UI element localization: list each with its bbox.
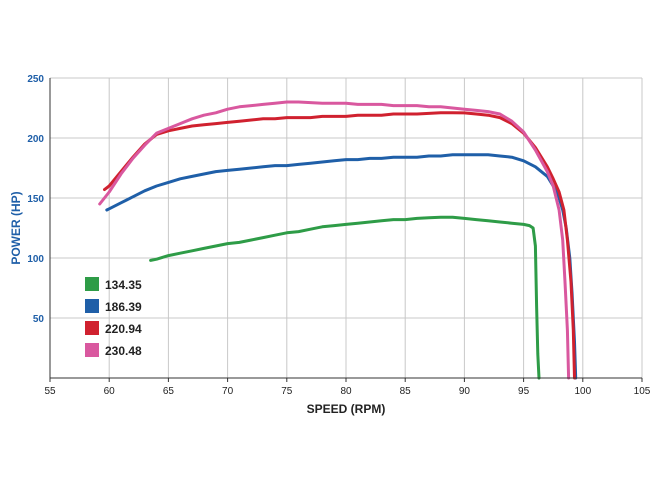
legend-swatch (85, 343, 99, 357)
y-tick-label: 150 (27, 194, 44, 205)
x-tick-label: 85 (400, 386, 412, 397)
x-tick-label: 80 (340, 386, 352, 397)
x-tick-labels: 55 60 65 70 75 80 85 90 95 100 105 (44, 378, 651, 397)
x-tick-label: 105 (634, 386, 651, 397)
series-lines (98, 100, 578, 380)
x-tick-label: 90 (459, 386, 471, 397)
x-tick-label: 100 (574, 386, 591, 397)
x-tick-label: 75 (281, 386, 293, 397)
legend-label: 220.94 (105, 322, 142, 336)
x-tick-label: 55 (44, 386, 56, 397)
y-tick-labels: 50 100 150 200 250 (27, 74, 44, 325)
x-tick-label: 60 (104, 386, 116, 397)
series-line-134-35 (149, 215, 541, 380)
y-axis-label: POWER (HP) (9, 191, 23, 264)
x-tick-label: 70 (222, 386, 234, 397)
y-tick-label: 50 (33, 314, 45, 325)
y-tick-label: 200 (27, 134, 44, 145)
legend-label: 134.35 (105, 278, 142, 292)
series-line-220-94 (103, 111, 576, 380)
x-tick-label: 65 (163, 386, 175, 397)
series-line-230-48 (98, 100, 571, 380)
x-tick-label: 95 (518, 386, 530, 397)
legend-label: 186.39 (105, 300, 142, 314)
legend-label: 230.48 (105, 344, 142, 358)
legend-swatch (85, 321, 99, 335)
x-axis-label: SPEED (RPM) (307, 402, 386, 416)
legend-swatch (85, 277, 99, 291)
y-tick-label: 100 (27, 254, 44, 265)
legend-swatch (85, 299, 99, 313)
y-tick-label: 250 (27, 74, 44, 85)
legend: 134.35 186.39 220.94 230.48 (85, 277, 142, 358)
